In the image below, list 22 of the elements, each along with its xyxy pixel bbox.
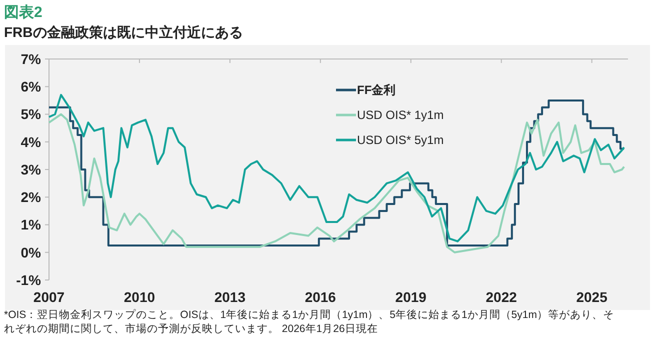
y-tick-label: 4%	[20, 134, 42, 150]
legend-label: FF金利	[357, 83, 396, 98]
y-tick-label: 7%	[20, 50, 42, 67]
x-tick-label: 2013	[214, 289, 246, 305]
y-tick-label: 3%	[20, 161, 42, 178]
legend-label: USD OIS* 1y1m	[357, 108, 444, 122]
legend-label: USD OIS* 5y1m	[357, 133, 444, 148]
y-tick-label: 6%	[20, 78, 42, 95]
x-tick-label: 2007	[33, 289, 65, 305]
text: *OIS：翌日物金利スワップのこと。OISは、1年後に始まる1か月間（1y1m）、5年後に始まる1か月間（5y1m）等があり、それぞれの期間に関して、市場の予測が反映しています。 2026年1月26日現在	[4, 308, 614, 335]
chart-subtitle: FRBの金融政策は既に中立付近にある	[4, 24, 243, 40]
y-tick-label: 2%	[20, 189, 42, 206]
y-tick-label: 5%	[20, 106, 42, 122]
x-tick-label: 2025	[576, 289, 608, 305]
x-tick-label: 2016	[304, 289, 336, 305]
x-tick-label: 2010	[124, 289, 156, 305]
x-tick-label: 2019	[395, 289, 427, 305]
x-tick-label: 2022	[486, 289, 518, 305]
chart-title: 図表2	[4, 4, 42, 21]
y-tick-label: 0%	[20, 244, 42, 260]
y-tick-label: -1%	[16, 272, 42, 288]
y-tick-label: 1%	[20, 216, 42, 233]
